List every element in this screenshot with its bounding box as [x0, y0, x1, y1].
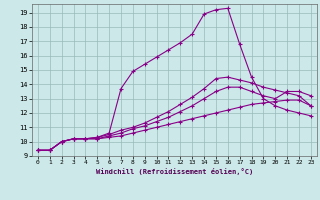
- X-axis label: Windchill (Refroidissement éolien,°C): Windchill (Refroidissement éolien,°C): [96, 168, 253, 175]
